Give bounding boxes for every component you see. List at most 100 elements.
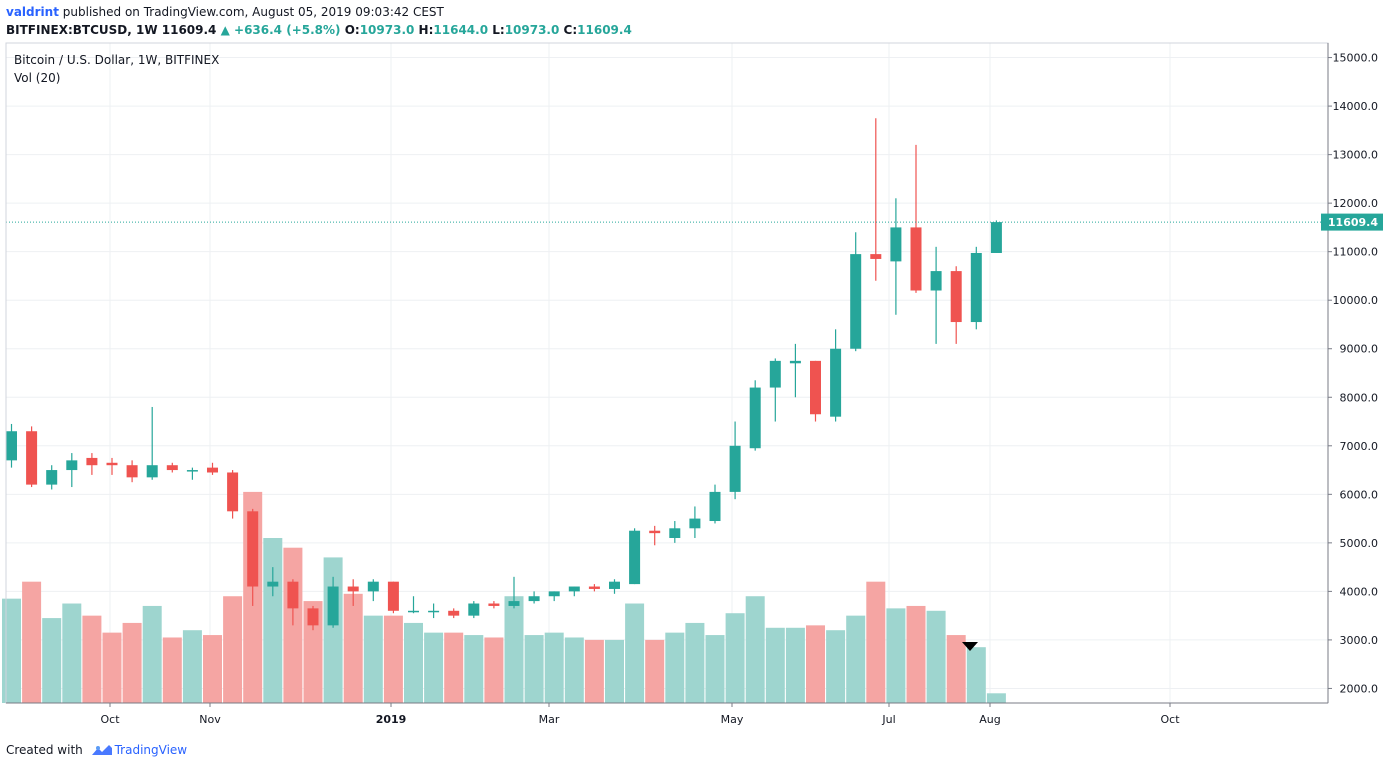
volume-bar — [605, 639, 624, 703]
last-price-label: 11609.4 — [1321, 213, 1383, 231]
symbol-label: BITFINEX:BTCUSD, 1W — [6, 23, 158, 37]
time-axis[interactable]: Oct Nov 2019 Mar May Jul Aug Oct — [100, 703, 1180, 726]
candle-body — [66, 460, 78, 471]
candle-body — [990, 222, 1002, 253]
candle-body — [86, 457, 98, 466]
volume-bar — [203, 635, 222, 703]
volume-bar — [424, 632, 444, 703]
volume-bar — [986, 693, 1006, 703]
candle-body — [468, 603, 480, 616]
y-tick-label: 14000.0 — [1333, 100, 1379, 113]
candle-body — [6, 431, 17, 461]
candle-body — [629, 530, 641, 585]
candle-body — [146, 465, 158, 478]
candle-body — [46, 470, 58, 485]
candle-body — [669, 528, 681, 538]
volume-bar — [102, 632, 122, 703]
y-tick-label: 8000.0 — [1340, 391, 1379, 404]
x-tick-label: Oct — [100, 713, 120, 726]
footer: Created with TradingView — [6, 742, 187, 761]
candle-body — [106, 462, 118, 466]
publisher-name[interactable]: valdrint — [6, 5, 59, 19]
volume-bar — [363, 615, 383, 703]
volume-bar — [383, 615, 403, 703]
volume-bar — [625, 603, 645, 703]
volume-bar — [22, 581, 42, 703]
y-tick-label: 7000.0 — [1340, 440, 1379, 453]
symbol-ohlc-line: BITFINEX:BTCUSD, 1W 11609.4 ▲ +636.4 (+5… — [6, 23, 632, 37]
created-with-label: Created with — [6, 743, 83, 757]
candle-body — [609, 581, 620, 589]
volume-bar — [926, 610, 946, 703]
candle-body — [870, 254, 882, 259]
plot-border — [5, 42, 1329, 704]
candle-body — [749, 387, 761, 449]
volume-bar — [846, 615, 866, 703]
candle-body — [588, 586, 600, 589]
candle-body — [850, 254, 862, 349]
x-tick-label: Aug — [979, 713, 1000, 726]
high-label: H: — [418, 23, 434, 37]
candle-body — [408, 610, 419, 613]
y-tick-label: 5000.0 — [1340, 537, 1379, 550]
last-price-box — [1321, 213, 1383, 231]
candle-body — [689, 518, 701, 529]
volume-bar — [504, 596, 524, 703]
y-tick-label: 11000.0 — [1333, 246, 1379, 259]
low-label: L: — [492, 23, 505, 37]
volume-bar — [182, 630, 202, 703]
candle-body — [709, 491, 721, 522]
candle-body — [548, 591, 560, 597]
chart-grid — [6, 43, 1328, 703]
volume-bar — [122, 622, 142, 703]
candle-body — [207, 467, 218, 473]
volume-bar — [142, 605, 162, 703]
volume-bar — [866, 581, 886, 703]
high-value: 11644.0 — [433, 23, 489, 37]
candle-body — [568, 586, 580, 592]
low-value: 10973.0 — [504, 23, 560, 37]
open-label: O: — [344, 23, 360, 37]
candle-body — [508, 601, 520, 606]
volume-bar — [404, 622, 423, 703]
candle-body — [287, 581, 299, 609]
candle-body — [307, 608, 319, 626]
candle-body — [448, 610, 460, 616]
candle-body — [387, 581, 399, 611]
volume-bar — [303, 601, 323, 703]
legend-volume: Vol (20) — [14, 71, 60, 85]
candle-body — [428, 610, 440, 613]
x-tick-label: Oct — [1160, 713, 1180, 726]
candle-body — [367, 581, 379, 592]
volume-bar — [484, 637, 504, 703]
y-tick-label: 4000.0 — [1340, 585, 1379, 598]
volume-bar — [223, 596, 243, 703]
volume-bar — [2, 598, 21, 703]
x-tick-label: May — [721, 713, 744, 726]
candle-body — [890, 227, 902, 262]
volume-bar — [966, 647, 986, 703]
price-chart[interactable]: 15000.0 14000.0 13000.0 12000.0 11000.0 10000… — [0, 0, 1391, 735]
tradingview-link[interactable]: TradingView — [114, 743, 188, 757]
volume-bar — [62, 603, 82, 703]
volume-bar — [886, 608, 906, 703]
x-tick-label: Nov — [199, 713, 221, 726]
x-tick-label: Jul — [881, 713, 895, 726]
candle-body — [126, 465, 138, 478]
x-tick-label: Mar — [539, 713, 560, 726]
price-axis[interactable]: 15000.0 14000.0 13000.0 12000.0 11000.0 10000… — [1328, 52, 1378, 696]
volume-bar — [826, 630, 846, 703]
candle-body — [166, 465, 178, 471]
volume-bar — [745, 596, 765, 703]
y-tick-label: 13000.0 — [1333, 149, 1379, 162]
candle-body — [769, 360, 781, 388]
volume-bar — [645, 639, 665, 703]
volume-bar — [765, 627, 785, 703]
volume-bar — [946, 635, 966, 703]
volume-bar — [42, 618, 62, 703]
price-change: +636.4 (+5.8%) — [234, 23, 341, 37]
volume-bar — [564, 637, 584, 703]
candle-body — [528, 596, 540, 602]
volume-bar — [906, 605, 926, 703]
y-tick-label: 10000.0 — [1333, 294, 1379, 307]
